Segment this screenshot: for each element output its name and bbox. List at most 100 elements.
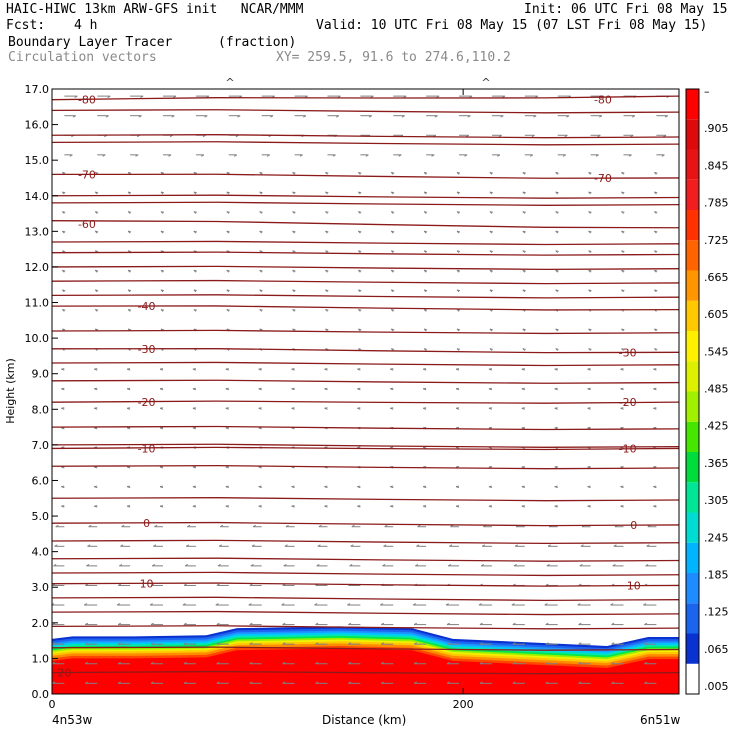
vector-arrow bbox=[579, 564, 591, 567]
vector-arrow bbox=[554, 465, 558, 469]
vector-arrow bbox=[261, 154, 270, 157]
vector-arrow bbox=[524, 134, 535, 138]
vector-arrow bbox=[612, 564, 624, 567]
vector-arrow bbox=[521, 387, 525, 391]
contour-line bbox=[52, 265, 679, 271]
vector-arrow bbox=[225, 465, 229, 469]
vector-arrow bbox=[163, 154, 172, 157]
contour-label: -40 bbox=[138, 300, 156, 313]
contour-line bbox=[52, 305, 679, 311]
vector-arrow bbox=[183, 583, 196, 586]
vector-arrow bbox=[390, 485, 394, 489]
contour-line bbox=[52, 582, 679, 587]
vector-arrow bbox=[481, 544, 492, 547]
vector-arrow bbox=[249, 661, 262, 665]
vector-arrow bbox=[226, 230, 230, 234]
vector-arrow bbox=[413, 642, 427, 645]
contour-label: -70 bbox=[78, 168, 96, 181]
colorbar-label: .905 bbox=[704, 122, 729, 135]
vector-arrow bbox=[259, 289, 263, 293]
y-tick-label: 4.0 bbox=[32, 546, 50, 559]
vector-arrow bbox=[358, 191, 362, 195]
y-tick-label: 16.0 bbox=[25, 119, 50, 132]
vector-arrow bbox=[126, 505, 131, 508]
colorbar-swatch bbox=[686, 89, 699, 120]
vector-arrow bbox=[380, 603, 394, 606]
vector-arrow bbox=[259, 269, 263, 273]
colorbar-label: .845 bbox=[704, 159, 729, 172]
colorbar-label: .545 bbox=[704, 345, 729, 358]
contour-line bbox=[52, 294, 679, 299]
vector-arrow bbox=[258, 407, 262, 410]
vector-arrow bbox=[644, 642, 657, 645]
vector-arrow bbox=[590, 154, 599, 157]
vector-arrow bbox=[216, 661, 229, 665]
colorbar-swatch bbox=[686, 663, 699, 694]
vector-arrow bbox=[423, 289, 428, 293]
vector-arrow bbox=[324, 387, 328, 391]
vector-arrow bbox=[192, 485, 197, 489]
colorbar-swatch bbox=[686, 240, 699, 271]
vector-arrow bbox=[445, 603, 460, 606]
plot-frame bbox=[51, 88, 680, 695]
vector-arrow bbox=[117, 583, 131, 586]
vector-arrow bbox=[294, 115, 307, 118]
vector-arrow bbox=[284, 544, 295, 547]
vector-arrow bbox=[97, 115, 109, 118]
vector-arrow bbox=[351, 524, 361, 528]
vector-arrow bbox=[522, 348, 526, 351]
vector-arrow bbox=[588, 171, 592, 175]
vector-arrow bbox=[390, 269, 395, 273]
vector-arrow bbox=[185, 544, 196, 547]
vector-arrow bbox=[193, 211, 197, 214]
vector-arrow bbox=[360, 154, 369, 157]
vector-arrow bbox=[578, 681, 591, 684]
cross-section-coords: XY= 259.5, 91.6 to 274.6,110.2 bbox=[276, 50, 511, 65]
vector-arrow bbox=[390, 505, 394, 508]
contour-label: -30 bbox=[619, 346, 637, 359]
vector-arrow bbox=[54, 544, 65, 547]
vector-arrow bbox=[94, 485, 98, 489]
temperature-contours bbox=[52, 95, 679, 675]
vector-arrow bbox=[423, 230, 428, 234]
vector-arrow bbox=[390, 230, 395, 234]
colorbar-label: .425 bbox=[704, 420, 729, 433]
vector-arrow bbox=[557, 134, 568, 138]
contour-line bbox=[52, 425, 679, 431]
vector-arrow bbox=[292, 211, 296, 214]
vector-arrow bbox=[358, 308, 362, 312]
vector-arrow bbox=[455, 387, 460, 391]
vector-arrow bbox=[52, 622, 65, 626]
vector-arrow bbox=[61, 368, 65, 371]
vector-arrow bbox=[358, 171, 362, 175]
vector-arrow bbox=[325, 269, 329, 273]
tracer-field bbox=[52, 626, 679, 694]
contour-label: -10 bbox=[619, 442, 637, 455]
vector-arrow bbox=[554, 387, 558, 391]
colorbar-label: – bbox=[704, 85, 710, 98]
vector-arrow bbox=[621, 250, 625, 254]
vector-arrow bbox=[521, 505, 525, 508]
contour-line bbox=[52, 557, 679, 562]
vector-arrow bbox=[121, 524, 131, 528]
x-end-location: 6n51w bbox=[640, 713, 681, 727]
vector-arrow bbox=[193, 269, 197, 273]
vector-arrow bbox=[94, 308, 99, 312]
vector-arrow bbox=[446, 622, 460, 626]
vector-arrow bbox=[88, 524, 98, 528]
vector-arrow bbox=[120, 544, 131, 547]
vector-arrow bbox=[86, 564, 98, 567]
y-tick-label: 1.0 bbox=[32, 652, 50, 665]
vector-arrow bbox=[61, 230, 66, 234]
vector-arrow bbox=[653, 387, 657, 391]
contour-line bbox=[52, 610, 679, 616]
vector-arrow bbox=[621, 191, 625, 195]
vector-arrow bbox=[159, 368, 164, 371]
vector-arrow bbox=[422, 505, 427, 508]
vector-arrow bbox=[578, 622, 591, 626]
contour-label: 10 bbox=[627, 579, 641, 592]
vector-arrow bbox=[159, 485, 164, 489]
vector-arrow bbox=[215, 603, 229, 606]
vector-arrow bbox=[160, 289, 165, 293]
vector-arrow bbox=[225, 505, 229, 508]
